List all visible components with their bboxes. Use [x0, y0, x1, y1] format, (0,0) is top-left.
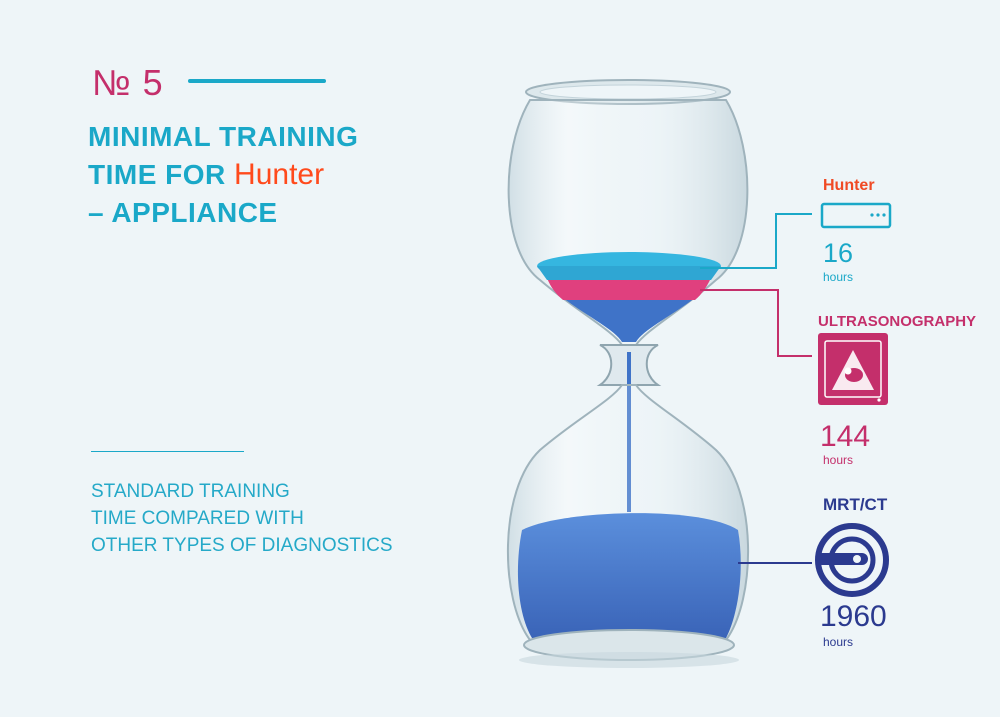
mrt-ct-label: MRT/CT	[823, 495, 888, 514]
top-sand-pink	[547, 278, 711, 300]
subtitle-line-1: STANDARD TRAINING	[91, 481, 290, 502]
hunter-hours-value: 16	[823, 238, 854, 268]
connector-hunter	[700, 213, 812, 269]
headline-prefix: TIME FOR	[88, 159, 235, 190]
headline: MINIMAL TRAINING TIME FOR Hunter – APPLI…	[88, 118, 408, 232]
mri-scanner-icon	[815, 523, 889, 597]
ultrasonography-hours-unit: hours	[823, 453, 854, 467]
subtitle-line-3: OTHER TYPES OF DIAGNOSTICS	[91, 535, 393, 556]
subtitle-line-2: TIME COMPARED WITH	[91, 508, 304, 529]
ultrasound-icon	[818, 333, 888, 405]
device-icon	[820, 202, 892, 229]
headline-line-2: TIME FOR Hunter	[88, 156, 408, 194]
section-divider	[91, 451, 244, 452]
top-sand-blue	[563, 298, 695, 342]
bottom-sand	[517, 513, 741, 638]
hunter-label: Hunter	[823, 177, 875, 194]
ultrasonography-hours-value: 144	[820, 420, 871, 453]
hunter-hours-unit: hours	[823, 270, 854, 284]
ultrasonography-label: ULTRASONOGRAPHY	[818, 313, 977, 330]
subtitle: STANDARD TRAINING TIME COMPARED WITH OTH…	[91, 478, 451, 559]
mrt-ct-hours-value: 1960	[820, 600, 887, 633]
glass-rim-inner	[539, 84, 717, 100]
connector-ultrasound	[700, 289, 812, 357]
number-underline	[188, 79, 326, 83]
brand-name: Hunter	[234, 158, 325, 191]
headline-line-3: – APPLIANCE	[88, 197, 278, 228]
section-number: № 5	[92, 62, 164, 103]
hourglass-illustration	[506, 79, 892, 668]
headline-line-1: MINIMAL TRAINING	[88, 121, 359, 152]
mrt-ct-hours-unit: hours	[823, 635, 854, 649]
